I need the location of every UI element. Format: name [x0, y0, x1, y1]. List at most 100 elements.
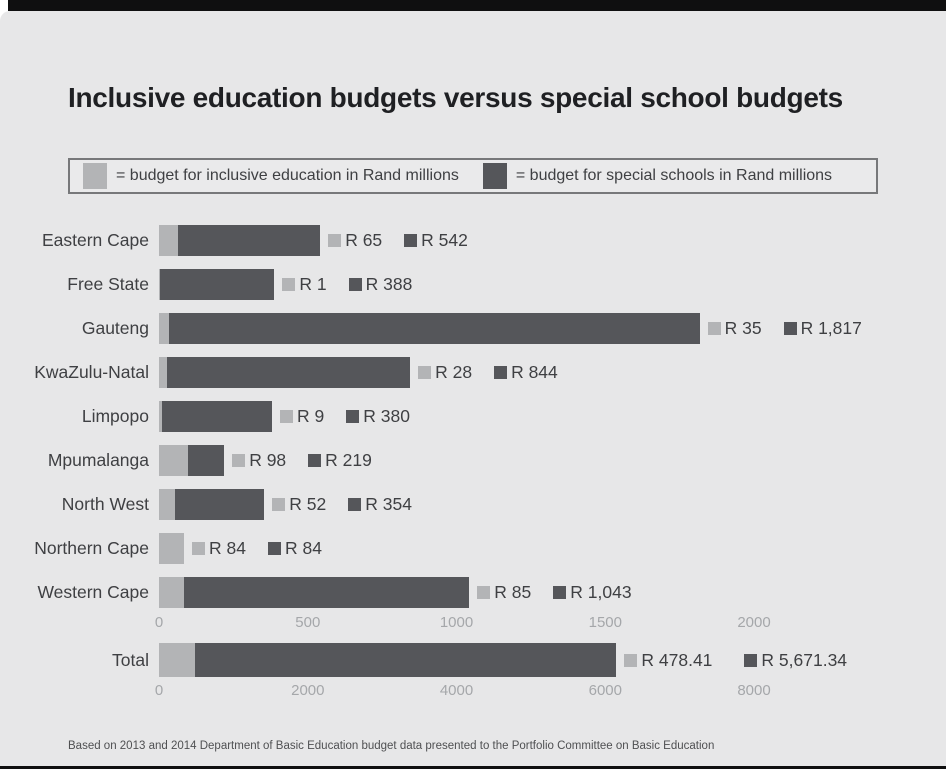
bar-row: Free State R 1 R 388: [0, 269, 946, 300]
inclusive-value-label: R 28: [435, 362, 473, 382]
value-group-special: R 542: [404, 230, 468, 251]
inclusive-value-swatch-icon: [477, 586, 491, 599]
value-group-special: R 844: [494, 362, 558, 383]
inclusive-value-swatch-icon: [707, 322, 721, 335]
inclusive-value-swatch-icon: [328, 234, 342, 247]
chart-legend: = budget for inclusive education in Rand…: [68, 158, 878, 194]
value-group-inclusive: R 35: [707, 318, 762, 339]
special-value-label: R 5,671.34: [761, 649, 848, 670]
bar-area: R 35 R 1,817: [159, 313, 862, 344]
value-group-inclusive: R 85: [477, 582, 531, 603]
inclusive-value-label: R 35: [724, 318, 762, 338]
value-group-special: R 219: [308, 450, 372, 471]
value-group-inclusive: R 84: [192, 538, 246, 559]
inclusive-value-swatch-icon: [280, 410, 293, 423]
bar-row: Mpumalanga R 98 R 219: [0, 445, 946, 476]
special-bar: [159, 269, 275, 300]
bar-chart: Eastern Cape R 65 R 542 Free State R 1 R 388 G…: [0, 225, 946, 702]
chart-panel: Inclusive education budgets versus speci…: [0, 11, 946, 766]
inclusive-bar: [159, 445, 189, 476]
row-label: Eastern Cape: [41, 230, 149, 250]
inclusive-bar: [159, 313, 170, 344]
bar-row: Limpopo R 9 R 380: [0, 401, 946, 432]
value-group-special: R 1,817: [783, 318, 862, 339]
axis-tick-label: 4000: [439, 682, 474, 699]
special-value-swatch-icon: [783, 322, 797, 335]
row-label: North West: [61, 494, 149, 514]
special-value-label: R 844: [511, 362, 558, 382]
special-value-swatch-icon: [744, 653, 758, 667]
bar-row: Gauteng R 35 R 1,817: [0, 313, 946, 344]
bar-area: R 52 R 354: [159, 489, 412, 520]
row-label: Limpopo: [81, 406, 149, 426]
inclusive-value-label: R 84: [209, 538, 246, 558]
province-x-axis: 0 500 1000 1500 2000: [155, 614, 946, 634]
special-bar: [159, 533, 184, 564]
bar-area: R 1 R 388: [159, 269, 412, 300]
bar-row: Northern Cape R 84 R 84: [0, 533, 946, 564]
axis-tick-label: 1500: [588, 614, 622, 631]
axis-tick-label: 2000: [737, 614, 771, 631]
axis-tick-label: 8000: [737, 682, 771, 699]
bar-area: R 478.41 R 5,671.34: [159, 643, 847, 677]
value-group-inclusive: R 1: [282, 274, 327, 295]
axis-tick-label: 6000: [588, 682, 622, 699]
total-row: Total R 478.41 R 5,671.34: [0, 643, 946, 677]
inclusive-swatch-icon: [83, 163, 107, 189]
inclusive-bar: [159, 225, 179, 256]
special-bar: [159, 401, 272, 432]
special-value-swatch-icon: [404, 234, 418, 247]
special-value-label: R 219: [325, 450, 372, 470]
inclusive-value-label: R 9: [297, 406, 325, 426]
value-group-inclusive: R 478.41: [624, 650, 712, 671]
special-value-label: R 1,817: [800, 318, 862, 338]
legend-item-inclusive-label: = budget for inclusive education in Rand…: [116, 167, 459, 184]
special-value-label: R 84: [284, 538, 322, 558]
special-value-swatch-icon: [494, 366, 508, 379]
inclusive-value-label: R 65: [345, 230, 383, 250]
special-value-swatch-icon: [267, 542, 281, 555]
inclusive-bar: [159, 577, 185, 608]
row-label: Western Cape: [37, 582, 149, 602]
special-value-swatch-icon: [348, 278, 362, 291]
special-value-label: R 388: [365, 274, 413, 294]
special-value-label: R 1,043: [570, 582, 632, 602]
bar-row: Eastern Cape R 65 R 542: [0, 225, 946, 256]
axis-tick-label: 2000: [291, 682, 325, 699]
row-label: Free State: [67, 274, 149, 294]
value-group-inclusive: R 52: [272, 494, 326, 515]
inclusive-value-swatch-icon: [418, 366, 432, 379]
special-value-swatch-icon: [308, 454, 322, 467]
legend-item-inclusive: = budget for inclusive education in Rand…: [83, 163, 459, 189]
special-swatch-icon: [482, 163, 507, 189]
special-bar: [159, 225, 321, 256]
inclusive-value-label: R 98: [249, 450, 287, 470]
special-bar: [159, 313, 700, 344]
row-label: Northern Cape: [34, 538, 149, 558]
value-group-special: R 1,043: [553, 582, 632, 603]
total-x-axis: 0 2000 4000 6000 8000: [155, 682, 946, 702]
inclusive-value-swatch-icon: [282, 278, 296, 291]
bar-area: R 85 R 1,043: [159, 577, 632, 608]
inclusive-bar: [159, 489, 175, 520]
inclusive-value-swatch-icon: [232, 454, 246, 467]
inclusive-bar: [159, 357, 168, 388]
inclusive-bar: [159, 401, 162, 432]
inclusive-value-label: R 52: [289, 494, 327, 514]
axis-tick-label: 500: [295, 614, 321, 631]
inclusive-value-label: R 1: [299, 274, 327, 294]
page-bottom-band: [0, 766, 946, 769]
page-title: Inclusive education budgets versus speci…: [68, 82, 843, 113]
bar-area: R 9 R 380: [159, 401, 410, 432]
special-value-label: R 542: [421, 230, 468, 250]
bar-area: R 84 R 84: [159, 533, 322, 564]
special-value-swatch-icon: [553, 586, 567, 599]
row-label: KwaZulu-Natal: [34, 362, 149, 382]
row-label: Mpumalanga: [47, 450, 149, 470]
inclusive-bar: [159, 643, 195, 677]
inclusive-value-swatch-icon: [624, 653, 638, 667]
legend-item-special: = budget for special schools in Rand mil…: [482, 163, 833, 189]
inclusive-value-swatch-icon: [192, 542, 205, 555]
axis-tick-label: 0: [154, 614, 164, 631]
legend-item-special-label: = budget for special schools in Rand mil…: [515, 167, 833, 184]
